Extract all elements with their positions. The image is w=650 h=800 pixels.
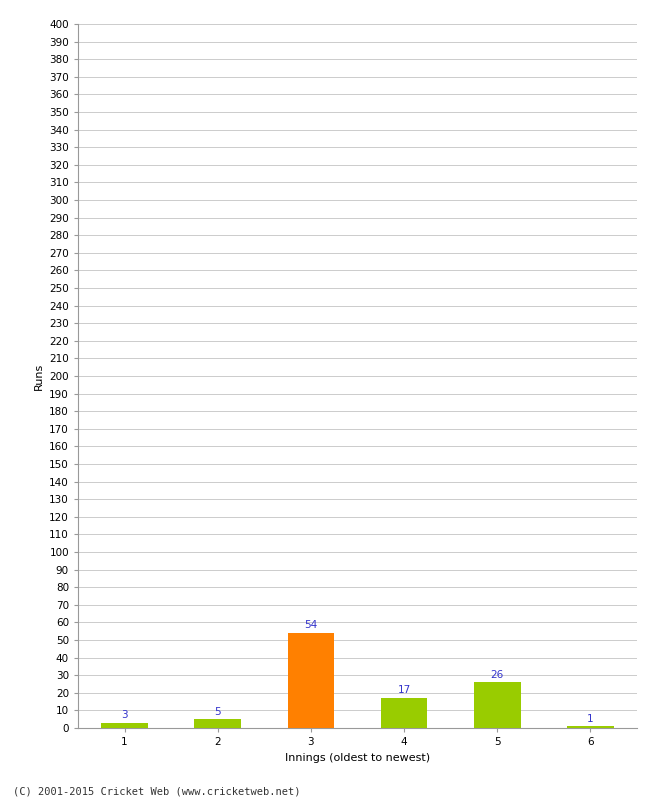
Bar [194,719,241,728]
Text: 17: 17 [397,686,411,695]
X-axis label: Innings (oldest to newest): Innings (oldest to newest) [285,753,430,762]
Text: 1: 1 [587,714,593,723]
Y-axis label: Runs: Runs [34,362,44,390]
Text: (C) 2001-2015 Cricket Web (www.cricketweb.net): (C) 2001-2015 Cricket Web (www.cricketwe… [13,786,300,796]
Bar [567,726,614,728]
Bar [101,722,148,728]
Bar [474,682,521,728]
Text: 54: 54 [304,620,318,630]
Bar [287,633,334,728]
Text: 5: 5 [214,706,221,717]
Text: 3: 3 [122,710,128,720]
Bar [381,698,427,728]
Text: 26: 26 [491,670,504,679]
